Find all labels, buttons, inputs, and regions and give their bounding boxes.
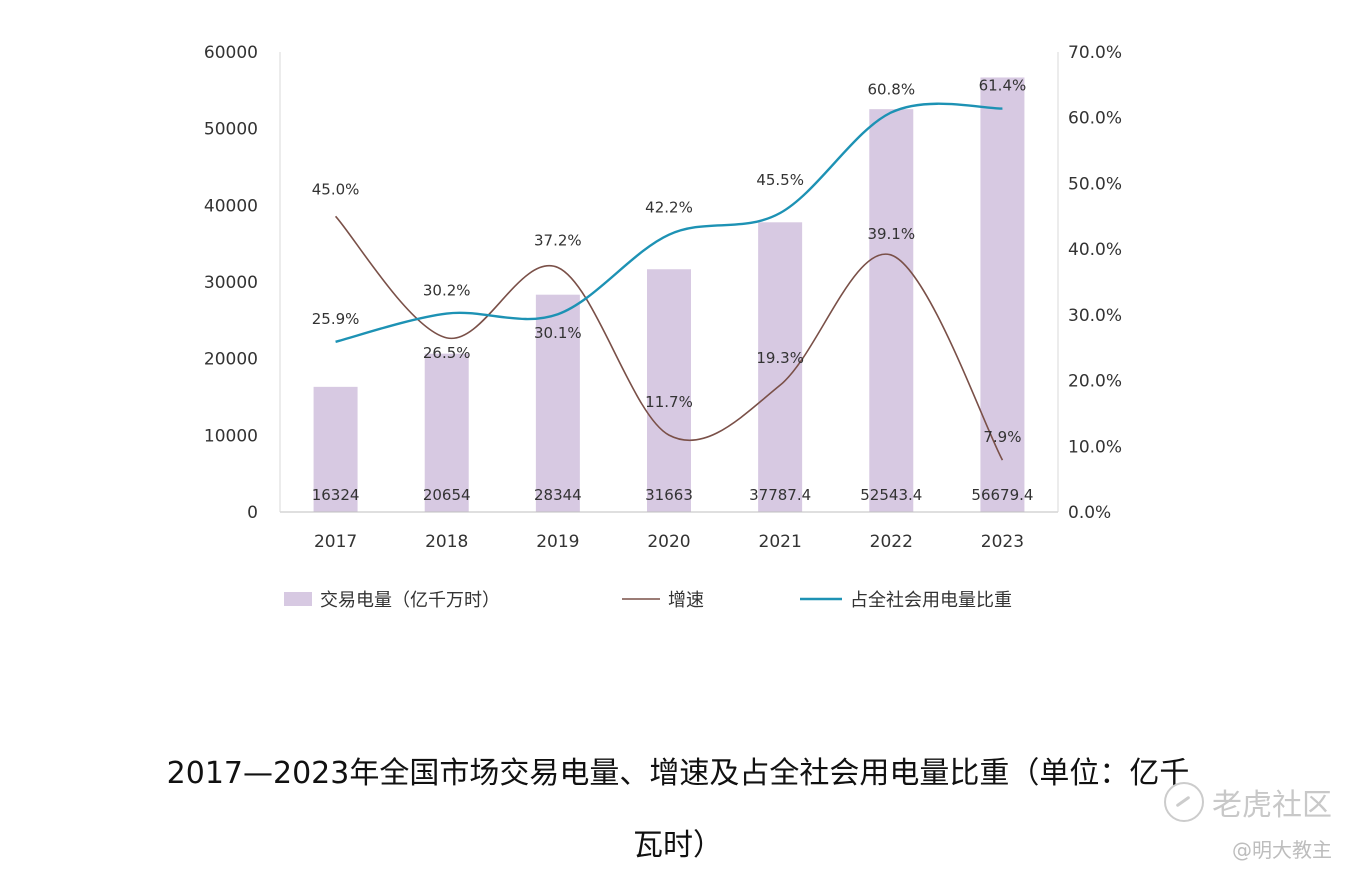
right-axis-tick-label: 70.0% (1068, 43, 1122, 63)
x-axis-tick-label: 2019 (536, 532, 579, 552)
bar-series (313, 77, 1025, 512)
share-value-label: 42.2% (645, 199, 693, 217)
data-labels: 16324 20654 28344 31663 37787.4 52543.4 56679.… (312, 77, 1034, 504)
growth-value-label: 19.3% (756, 349, 804, 367)
bar-2017 (313, 386, 358, 512)
left-axis-tick-label: 20000 (204, 350, 258, 370)
x-axis-tick-label: 2021 (759, 532, 802, 552)
right-axis-tick-label: 0.0% (1068, 503, 1111, 523)
right-axis-tick-label: 60.0% (1068, 109, 1122, 129)
legend-label-growth: 增速 (668, 590, 704, 611)
legend-label-bar: 交易电量（亿千万时） (320, 590, 500, 611)
watermark-brand-text: 老虎社区 (1212, 788, 1332, 823)
line-series (334, 102, 1004, 461)
bar-value-label: 28344 (534, 486, 582, 504)
share-value-label: 45.5% (756, 171, 804, 189)
growth-value-label: 39.1% (867, 225, 915, 243)
x-axis-tick-label: 2023 (981, 532, 1024, 552)
bar-value-label: 37787.4 (749, 486, 811, 504)
watermark-brand: 老虎社区 (1122, 780, 1332, 824)
share-value-label: 25.9% (312, 310, 360, 328)
right-axis-tick-label: 50.0% (1068, 174, 1122, 194)
bar-2018 (424, 353, 469, 512)
bar-value-label: 31663 (645, 486, 693, 504)
legend: 交易电量（亿千万时） 增速 占全社会用电量比重 (284, 590, 1012, 611)
chart: 16324 20654 28344 31663 37787.4 52543.4 56679.… (204, 43, 1122, 611)
axes: 0 10000 20000 30000 40000 50000 60000 0.0% 10.0%… (204, 43, 1122, 552)
bar-2020 (647, 269, 691, 512)
bar-value-label: 56679.4 (971, 486, 1033, 504)
share-line (335, 102, 1003, 343)
bar-value-label: 16324 (312, 486, 360, 504)
bar-value-label: 52543.4 (860, 486, 922, 504)
x-axis-tick-label: 2022 (870, 532, 913, 552)
share-value-label: 30.2% (423, 282, 471, 300)
growth-value-label: 7.9% (983, 428, 1021, 446)
bar-value-label: 20654 (423, 486, 471, 504)
x-axis-tick-label: 2017 (314, 532, 357, 552)
share-value-label: 60.8% (867, 80, 915, 98)
legend-label-share: 占全社会用电量比重 (850, 590, 1012, 611)
left-axis-tick-label: 40000 (204, 196, 258, 216)
x-axis-tick-label: 2018 (425, 532, 468, 552)
right-axis-tick-label: 20.0% (1068, 372, 1122, 392)
growth-value-label: 37.2% (534, 232, 582, 250)
bar-2022 (869, 109, 914, 512)
x-axis-tick-label: 2020 (647, 532, 690, 552)
left-axis-tick-label: 0 (247, 503, 258, 523)
right-axis-tick-label: 10.0% (1068, 437, 1122, 457)
chart-caption: 2017—2023年全国市场交易电量、增速及占全社会用电量比重（单位：亿千 瓦时… (0, 738, 1356, 882)
share-value-label: 30.1% (534, 324, 582, 342)
tiger-logo-icon (1164, 782, 1204, 822)
right-axis-tick-label: 30.0% (1068, 306, 1122, 326)
left-axis-tick-label: 50000 (204, 120, 258, 140)
left-axis-tick-label: 10000 (204, 426, 258, 446)
left-axis-tick-label: 30000 (204, 273, 258, 293)
growth-line (334, 215, 1004, 461)
left-axis-tick-label: 60000 (204, 43, 258, 63)
growth-value-label: 26.5% (423, 344, 471, 362)
right-axis-tick-label: 40.0% (1068, 240, 1122, 260)
bar-2023 (980, 77, 1025, 512)
watermark: 老虎社区 @明大教主 (1122, 780, 1332, 863)
watermark-user: @明大教主 (1232, 838, 1332, 862)
share-value-label: 61.4% (979, 77, 1027, 95)
growth-value-label: 45.0% (312, 180, 360, 198)
bar-2021 (758, 222, 803, 512)
bar-2019 (535, 294, 580, 512)
legend-swatch-bar (284, 592, 312, 606)
growth-value-label: 11.7% (645, 393, 693, 411)
caption-line-2: 瓦时） (633, 828, 723, 863)
caption-line-1: 2017—2023年全国市场交易电量、增速及占全社会用电量比重（单位：亿千 (166, 756, 1190, 791)
